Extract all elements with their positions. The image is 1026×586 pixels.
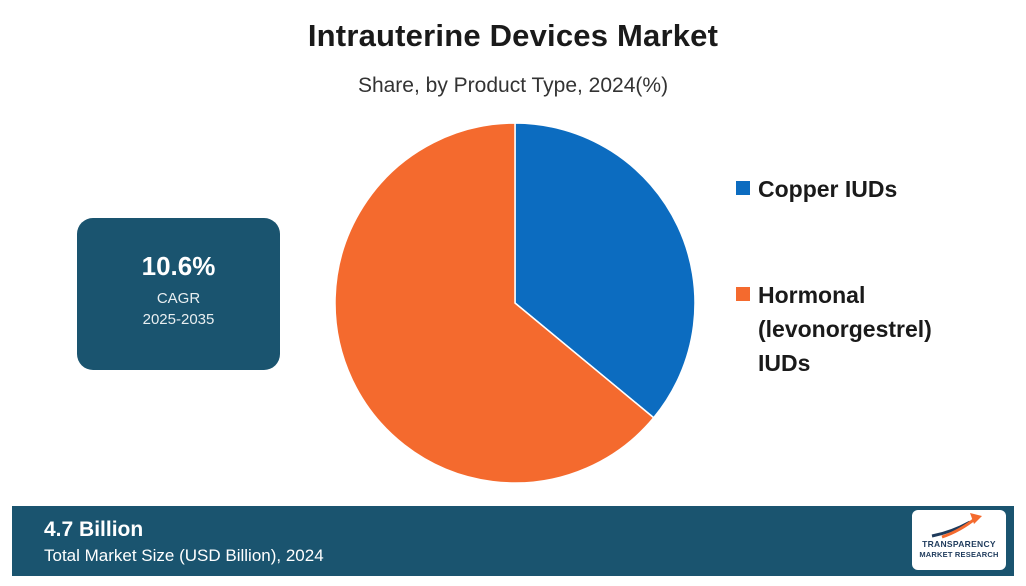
market-size-label: Total Market Size (USD Billion), 2024 — [44, 546, 324, 565]
legend-label-hormonal: Hormonal (levonorgestrel) IUDs — [758, 282, 932, 376]
logo-text-secondary: MARKET RESEARCH — [919, 550, 999, 559]
brand-logo: TRANSPARENCY MARKET RESEARCH — [912, 510, 1006, 570]
footer-bar: 4.7 Billion Total Market Size (USD Billi… — [12, 506, 1014, 576]
legend-swatch-copper — [736, 181, 750, 195]
legend-swatch-hormonal — [736, 287, 750, 301]
logo-text-primary: TRANSPARENCY — [922, 539, 996, 549]
pie-slice-copper — [514, 122, 696, 419]
rising-arrow-logo-icon — [931, 513, 982, 539]
chart-title: Intrauterine Devices Market — [307, 18, 719, 53]
market-size-value: 4.7 Billion — [44, 518, 144, 541]
cagr-period: 2025-2035 — [142, 311, 215, 328]
cagr-card: 10.6% CAGR 2025-2035 — [77, 218, 280, 370]
pie-chart — [334, 122, 696, 484]
legend-item-copper: Copper IUDs — [736, 172, 918, 206]
pie-slice-hormonal — [334, 122, 655, 484]
legend-item-hormonal: Hormonal (levonorgestrel) IUDs — [736, 278, 932, 380]
cagr-value: 10.6% — [141, 251, 216, 281]
chart-subtitle: Share, by Product Type, 2024(%) — [357, 74, 669, 97]
cagr-label: CAGR — [156, 290, 201, 307]
legend-label-copper: Copper IUDs — [758, 176, 898, 202]
